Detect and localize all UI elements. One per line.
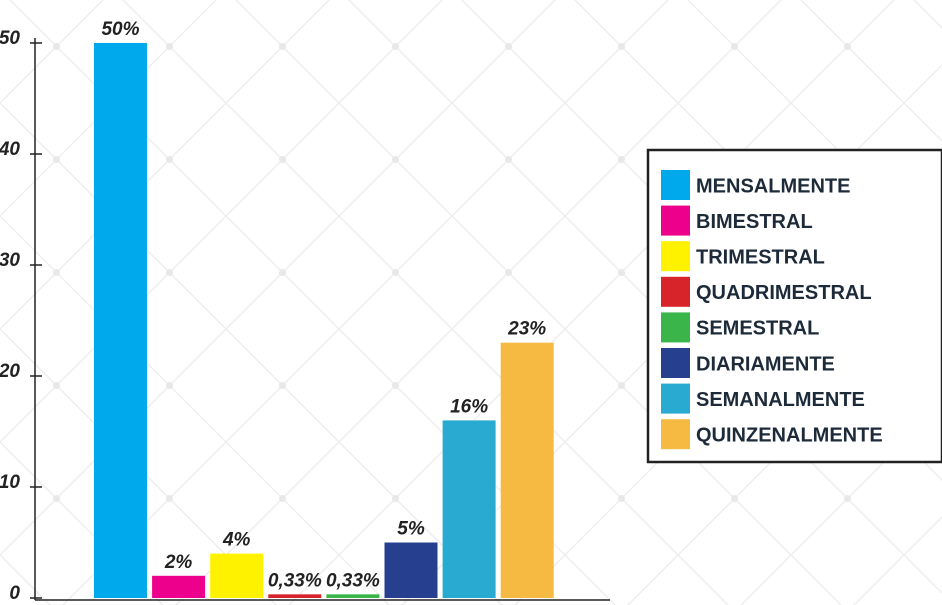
legend-label: QUINZENALMENTE (696, 424, 883, 446)
bar (152, 575, 206, 598)
legend-label: MENSALMENTE (696, 175, 850, 197)
y-tick-label: 0 (9, 583, 20, 604)
legend-label: SEMESTRAL (696, 318, 819, 340)
bar (94, 43, 147, 598)
legend-swatch (661, 276, 690, 307)
legend-label: BIMESTRAL (696, 211, 813, 233)
legend-swatch (661, 348, 690, 378)
bar (500, 342, 554, 598)
bar (442, 420, 496, 598)
value-label: 23% (507, 319, 546, 340)
value-label: 0,33% (268, 570, 322, 591)
y-tick-label: 40 (0, 139, 20, 160)
bar (384, 542, 438, 598)
value-label: 16% (450, 396, 488, 417)
legend-label: SEMANALMENTE (696, 389, 865, 411)
legend-swatch (661, 241, 690, 272)
legend-label: DIARIAMENTE (696, 353, 835, 375)
value-label: 4% (222, 530, 251, 551)
legend-swatch (661, 419, 690, 450)
legend-box (646, 148, 942, 464)
legend-label: TRIMESTRAL (696, 246, 825, 268)
bar (210, 553, 264, 598)
value-label: 50% (101, 19, 139, 40)
value-label: 2% (164, 552, 193, 573)
legend-swatch (661, 312, 690, 343)
value-label: 5% (397, 519, 425, 540)
legend-swatch (661, 383, 690, 414)
y-tick-label: 30 (0, 250, 20, 271)
legend-swatch (661, 205, 690, 236)
bar (326, 594, 380, 598)
legend-label: QUADRIMESTRAL (696, 282, 872, 304)
legend-swatch (661, 170, 690, 200)
value-label: 0,33% (326, 570, 380, 591)
y-tick-label: 20 (0, 361, 20, 382)
y-tick-label: 10 (0, 472, 20, 493)
y-tick-label: 50 (0, 28, 20, 49)
bar (268, 594, 322, 598)
